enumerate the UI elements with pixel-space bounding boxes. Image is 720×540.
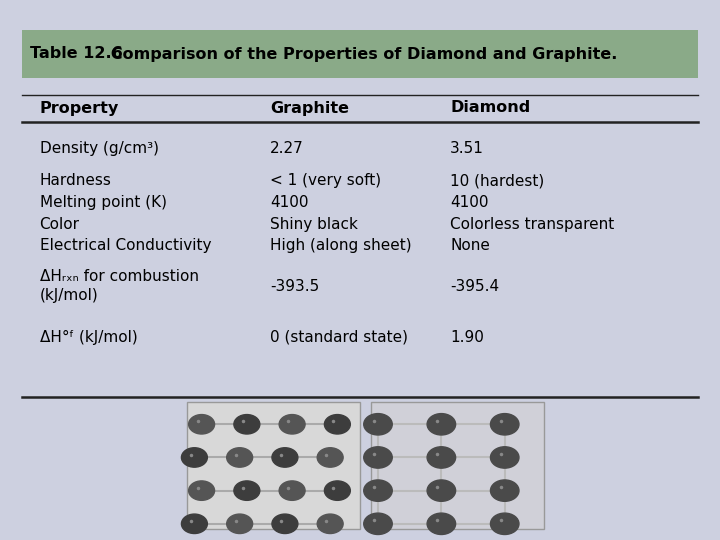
Text: < 1 (very soft): < 1 (very soft) xyxy=(270,173,381,188)
Circle shape xyxy=(272,448,298,467)
Circle shape xyxy=(272,514,298,534)
Circle shape xyxy=(490,480,519,501)
Text: 3.51: 3.51 xyxy=(450,141,484,156)
Circle shape xyxy=(279,415,305,434)
Text: Comparison of the Properties of Diamond and Graphite.: Comparison of the Properties of Diamond … xyxy=(94,46,617,62)
Text: Electrical Conductivity: Electrical Conductivity xyxy=(40,238,211,253)
FancyBboxPatch shape xyxy=(187,402,360,529)
Circle shape xyxy=(490,447,519,468)
Text: -395.4: -395.4 xyxy=(450,279,499,294)
Text: Melting point (K): Melting point (K) xyxy=(40,195,166,210)
Text: 10 (hardest): 10 (hardest) xyxy=(450,173,544,188)
Text: None: None xyxy=(450,238,490,253)
Text: Color: Color xyxy=(40,217,80,232)
Circle shape xyxy=(318,514,343,534)
FancyBboxPatch shape xyxy=(371,402,544,529)
Text: Table 12.6: Table 12.6 xyxy=(30,46,123,62)
Circle shape xyxy=(364,480,392,501)
Circle shape xyxy=(427,480,456,501)
Circle shape xyxy=(227,514,253,534)
Circle shape xyxy=(427,447,456,468)
Circle shape xyxy=(227,448,253,467)
Circle shape xyxy=(427,513,456,535)
Text: Shiny black: Shiny black xyxy=(270,217,358,232)
Circle shape xyxy=(364,414,392,435)
Circle shape xyxy=(234,481,260,501)
Circle shape xyxy=(234,415,260,434)
Text: ΔHᵣₓₙ for combustion
(kJ/mol): ΔHᵣₓₙ for combustion (kJ/mol) xyxy=(40,269,199,303)
Circle shape xyxy=(364,513,392,535)
Circle shape xyxy=(279,481,305,501)
Circle shape xyxy=(181,448,207,467)
Circle shape xyxy=(490,513,519,535)
Circle shape xyxy=(318,448,343,467)
Text: 2.27: 2.27 xyxy=(270,141,304,156)
Circle shape xyxy=(189,415,215,434)
Circle shape xyxy=(325,481,351,501)
Circle shape xyxy=(427,414,456,435)
Text: Colorless transparent: Colorless transparent xyxy=(450,217,614,232)
Text: Diamond: Diamond xyxy=(450,100,530,116)
Text: -393.5: -393.5 xyxy=(270,279,319,294)
Text: Graphite: Graphite xyxy=(270,100,349,116)
Text: High (along sheet): High (along sheet) xyxy=(270,238,412,253)
Text: Hardness: Hardness xyxy=(40,173,112,188)
Circle shape xyxy=(189,481,215,501)
Circle shape xyxy=(181,514,207,534)
Text: 1.90: 1.90 xyxy=(450,330,484,345)
Text: Density (g/cm³): Density (g/cm³) xyxy=(40,141,158,156)
Circle shape xyxy=(325,415,351,434)
Text: 4100: 4100 xyxy=(450,195,488,210)
FancyBboxPatch shape xyxy=(22,30,698,78)
Text: ΔH°ᶠ (kJ/mol): ΔH°ᶠ (kJ/mol) xyxy=(40,330,138,345)
Circle shape xyxy=(490,414,519,435)
Text: 4100: 4100 xyxy=(270,195,308,210)
Text: 0 (standard state): 0 (standard state) xyxy=(270,330,408,345)
Circle shape xyxy=(364,447,392,468)
Text: Property: Property xyxy=(40,100,119,116)
